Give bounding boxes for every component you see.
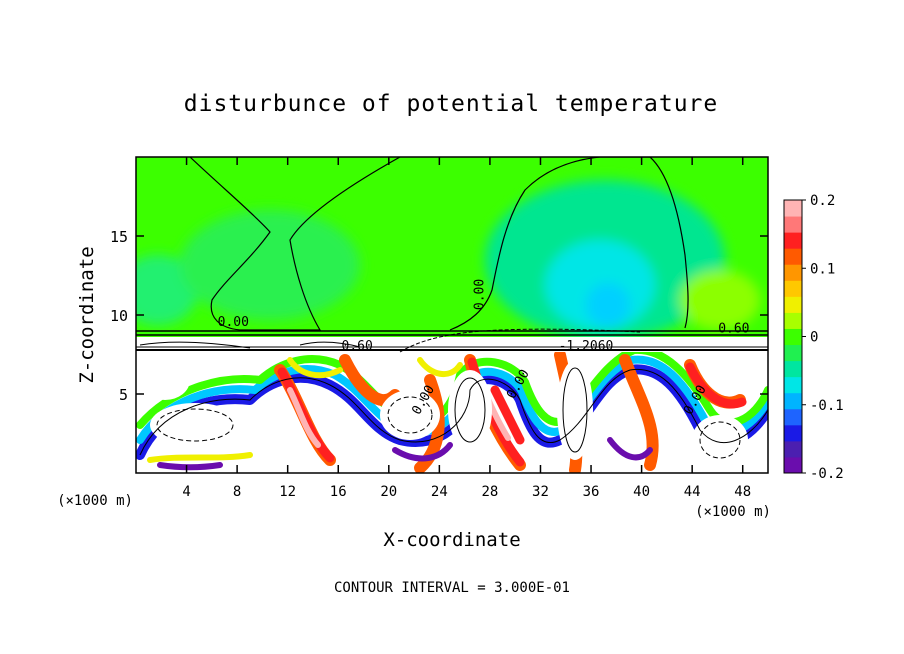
contour-label: 0.00 xyxy=(218,315,249,330)
colorbar-swatch xyxy=(784,440,802,458)
colorbar-swatch xyxy=(784,264,802,281)
x-tick-label: 16 xyxy=(330,484,347,500)
y-axis-label: Z-coordinate xyxy=(76,246,98,383)
contour-right-lobe xyxy=(449,157,689,331)
contour-label: -1.2060 xyxy=(559,339,614,354)
x-tick-label: 12 xyxy=(279,484,296,500)
thin-contours xyxy=(139,367,768,459)
inversion-band xyxy=(136,337,768,352)
upper-contours xyxy=(189,157,689,331)
x-unit-right: (×1000 m) xyxy=(695,504,771,520)
colorbar-swatch xyxy=(784,248,802,265)
colorbar-swatch xyxy=(784,456,802,474)
y-tick-label: 15 xyxy=(110,228,128,246)
contour-label: 0.60 xyxy=(718,321,749,336)
colorbar-swatch xyxy=(784,312,802,329)
colorbar-swatch xyxy=(784,344,802,362)
x-unit-left: (×1000 m) xyxy=(57,493,133,509)
x-tick-label: 20 xyxy=(380,484,397,500)
colorbar-swatch xyxy=(784,392,802,410)
x-tick-label: 48 xyxy=(734,484,751,500)
colorbar-swatch xyxy=(784,376,802,394)
upper-blob-center xyxy=(180,210,360,320)
contour-label: 0.00 xyxy=(473,279,488,310)
x-tick-label: 32 xyxy=(532,484,549,500)
contour-interval-footer: CONTOUR INTERVAL = 3.000E-01 xyxy=(334,580,570,596)
contour-left-lobe xyxy=(189,157,401,331)
x-tick-label: 4 xyxy=(182,484,190,500)
colorbar-tick-label: 0.2 xyxy=(810,193,835,209)
colorbar-swatch xyxy=(784,216,802,233)
y-tick-label: 5 xyxy=(119,386,128,404)
x-tick-label: 8 xyxy=(233,484,241,500)
x-tick-label: 28 xyxy=(481,484,498,500)
x-axis-label: X-coordinate xyxy=(383,529,520,551)
x-tick-label: 24 xyxy=(431,484,448,500)
colorbar-swatch xyxy=(784,360,802,378)
y-axis-ticks: 5 10 15 xyxy=(110,228,768,404)
y-tick-label: 10 xyxy=(110,307,128,325)
x-axis-ticks: 4 8 12 16 20 24 28 32 36 40 44 48 xyxy=(182,157,751,500)
colorbar-tick-label: -0.1 xyxy=(810,398,844,414)
colorbar-swatch xyxy=(784,232,802,249)
colorbar-swatch xyxy=(784,200,802,217)
colorbar xyxy=(784,200,802,474)
colorbar-swatch xyxy=(784,280,802,297)
x-tick-label: 36 xyxy=(583,484,600,500)
x-tick-label: 44 xyxy=(684,484,701,500)
contour-label: 0.60 xyxy=(342,339,373,354)
colorbar-tick-label: -0.2 xyxy=(810,466,844,482)
colorbar-ticks: 0.2 0.1 0 -0.1 -0.2 xyxy=(802,193,844,482)
upper-blob-bright xyxy=(680,270,760,330)
colorbar-swatch xyxy=(784,328,802,346)
colorbar-swatch xyxy=(784,424,802,442)
plot-area xyxy=(136,157,768,473)
chart-title: disturbunce of potential temperature xyxy=(184,91,719,117)
colorbar-tick-label: 0 xyxy=(810,330,818,346)
colorbar-swatch xyxy=(784,408,802,426)
upper-blob-right-core xyxy=(586,283,630,327)
x-tick-label: 40 xyxy=(633,484,650,500)
colorbar-swatch xyxy=(784,296,802,313)
inversion-contours xyxy=(136,328,768,353)
colorbar-tick-label: 0.1 xyxy=(810,261,835,277)
